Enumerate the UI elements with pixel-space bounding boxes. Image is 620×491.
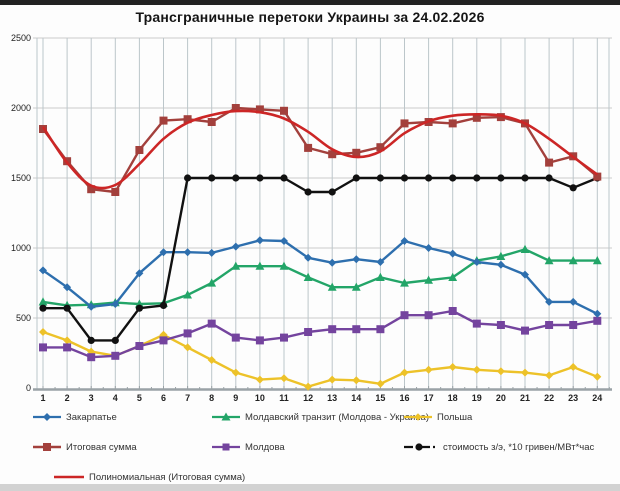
moldova-legend-icon (212, 443, 240, 451)
x-tick-label: 11 (279, 393, 289, 403)
legend-item-poland: Польша (404, 411, 472, 423)
x-tick-label: 15 (375, 393, 386, 403)
legend-label: Польша (437, 411, 473, 423)
x-tick-label: 4 (112, 393, 118, 403)
x-tick-label: 3 (88, 393, 94, 403)
legend-item-total-sum: Итоговая сумма (33, 441, 137, 453)
x-tick-label: 13 (327, 393, 338, 403)
legend-item-zakarpattia: Закарпатье (33, 411, 117, 423)
polynomial-legend-icon (54, 475, 84, 479)
price-legend-icon (404, 443, 438, 451)
x-tick-label: 20 (495, 393, 506, 403)
y-tick-label: 0 (25, 383, 31, 393)
zakarpattia-legend-icon (33, 413, 61, 421)
x-tick-label: 2 (64, 393, 70, 403)
legend-label: Молдавский транзит (Молдова - Украина) (245, 411, 430, 423)
legend-label: Итоговая сумма (66, 441, 137, 453)
moldova-transit-legend-icon (212, 412, 240, 421)
x-tick-label: 19 (471, 393, 482, 403)
x-tick-label: 23 (568, 393, 579, 403)
x-tick-label: 22 (544, 393, 555, 403)
y-tick-label: 1000 (10, 243, 31, 253)
x-tick-label: 14 (351, 393, 362, 403)
x-tick-label: 7 (185, 393, 191, 403)
legend-item-polynomial: Полиномиальная (Итоговая сумма) (54, 471, 245, 483)
y-tick-label: 1500 (10, 173, 31, 183)
legend-label: стоимость з/э, *10 гривен/МВт*час (443, 441, 595, 453)
legend-label: Закарпатье (66, 411, 117, 423)
x-tick-label: 5 (136, 393, 142, 403)
y-tick-label: 2500 (10, 33, 31, 43)
x-tick-label: 24 (592, 393, 603, 403)
x-tick-label: 17 (423, 393, 434, 403)
x-tick-label: 6 (160, 393, 166, 403)
x-tick-label: 16 (399, 393, 410, 403)
chart-title: Трансграничные перетоки Украины за 24.02… (135, 9, 485, 25)
x-tick-label: 1 (40, 393, 46, 403)
top-border-bar (0, 0, 620, 5)
x-tick-label: 12 (303, 393, 314, 403)
bottom-border-bar (0, 484, 620, 491)
legend-label: Полиномиальная (Итоговая сумма) (89, 471, 246, 483)
x-tick-label: 10 (254, 393, 265, 403)
x-tick-label: 18 (447, 393, 458, 403)
legend-item-moldova: Молдова (212, 441, 285, 453)
poland-legend-icon (404, 413, 432, 421)
total-sum-legend-icon (33, 443, 61, 451)
legend-item-price: стоимость з/э, *10 гривен/МВт*час (404, 441, 594, 453)
x-tick-label: 21 (519, 393, 530, 403)
y-tick-label: 2000 (10, 103, 31, 113)
y-tick-label: 500 (15, 313, 31, 323)
x-tick-label: 9 (233, 393, 239, 403)
legend-label: Молдова (245, 441, 285, 453)
legend-item-moldova-transit: Молдавский транзит (Молдова - Украина) (212, 411, 429, 423)
x-tick-label: 8 (209, 393, 215, 403)
